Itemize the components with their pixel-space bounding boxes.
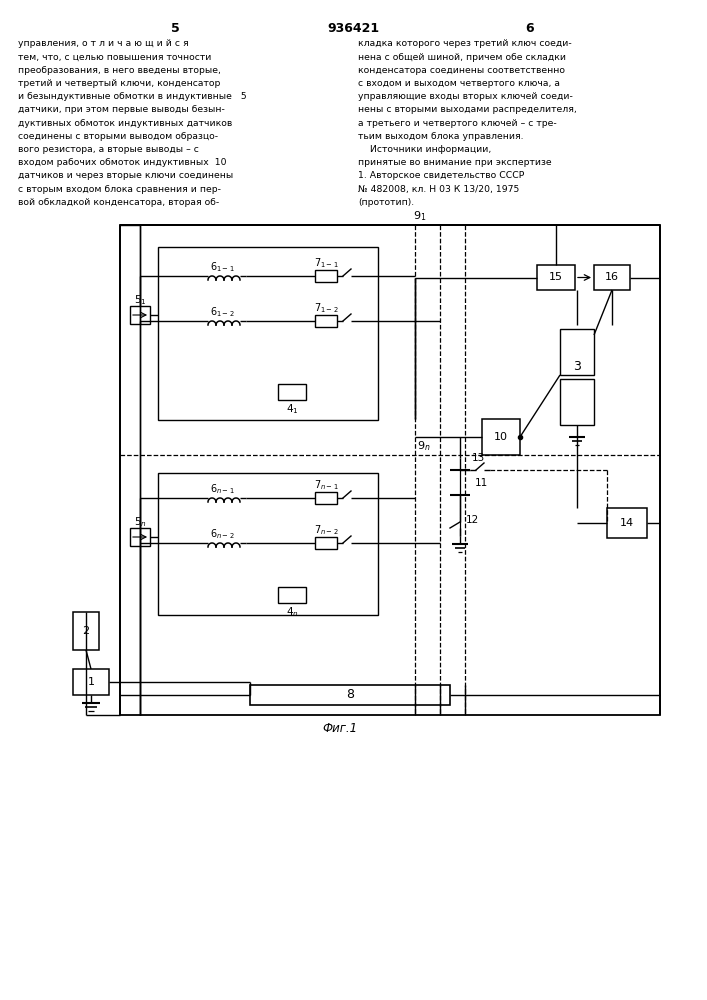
Text: принятые во внимание при экспертизе: принятые во внимание при экспертизе xyxy=(358,158,551,167)
Text: 11: 11 xyxy=(475,478,489,488)
Text: $6_{n-2}$: $6_{n-2}$ xyxy=(210,527,234,541)
Text: 2: 2 xyxy=(83,626,90,636)
Text: (прототип).: (прототип). xyxy=(358,198,414,207)
Text: 14: 14 xyxy=(620,518,634,528)
Bar xyxy=(73,669,109,695)
Text: преобразования, в него введены вторые,: преобразования, в него введены вторые, xyxy=(18,66,221,75)
Bar xyxy=(315,270,337,282)
Text: № 482008, кл. Н 03 К 13/20, 1975: № 482008, кл. Н 03 К 13/20, 1975 xyxy=(358,185,519,194)
Bar xyxy=(607,508,647,538)
Text: Источники информации,: Источники информации, xyxy=(358,145,491,154)
Text: нены с вторыми выходами распределителя,: нены с вторыми выходами распределителя, xyxy=(358,105,577,114)
Text: входом рабочих обмоток индуктивных  10: входом рабочих обмоток индуктивных 10 xyxy=(18,158,226,167)
Text: дуктивных обмоток индуктивных датчиков: дуктивных обмоток индуктивных датчиков xyxy=(18,119,233,128)
Bar xyxy=(315,315,337,327)
Text: $7_{1-1}$: $7_{1-1}$ xyxy=(314,256,339,270)
Text: 6: 6 xyxy=(526,21,534,34)
Bar xyxy=(158,473,378,615)
Text: Фиг.1: Фиг.1 xyxy=(322,722,358,734)
Bar xyxy=(130,306,150,324)
Bar xyxy=(560,379,594,425)
Bar xyxy=(158,247,378,420)
Text: с вторым входом блока сравнения и пер-: с вторым входом блока сравнения и пер- xyxy=(18,185,221,194)
Text: соединены с вторыми выводом образцо-: соединены с вторыми выводом образцо- xyxy=(18,132,218,141)
Text: вой обкладкой конденсатора, вторая об-: вой обкладкой конденсатора, вторая об- xyxy=(18,198,219,207)
Text: 16: 16 xyxy=(605,272,619,282)
Bar xyxy=(315,492,337,504)
Text: $4_n$: $4_n$ xyxy=(286,605,298,619)
Text: управления, о т л и ч а ю щ и й с я: управления, о т л и ч а ю щ и й с я xyxy=(18,39,189,48)
Text: управляющие входы вторых ключей соеди-: управляющие входы вторых ключей соеди- xyxy=(358,92,573,101)
Text: $5_n$: $5_n$ xyxy=(134,515,146,529)
Bar xyxy=(315,537,337,549)
Text: датчиков и через вторые ключи соединены: датчиков и через вторые ключи соединены xyxy=(18,172,233,180)
Text: 1. Авторское свидетельство СССР: 1. Авторское свидетельство СССР xyxy=(358,172,525,180)
Bar xyxy=(73,612,99,650)
Bar xyxy=(120,225,660,715)
Text: третий и четвертый ключи, конденсатор: третий и четвертый ключи, конденсатор xyxy=(18,79,221,88)
Bar xyxy=(278,384,306,400)
Text: датчики, при этом первые выводы безын-: датчики, при этом первые выводы безын- xyxy=(18,105,225,114)
Text: 8: 8 xyxy=(346,688,354,702)
Text: с входом и выходом четвертого ключа, а: с входом и выходом четвертого ключа, а xyxy=(358,79,560,88)
Text: 10: 10 xyxy=(494,432,508,442)
Text: $6_{1-1}$: $6_{1-1}$ xyxy=(210,260,234,274)
Text: $9_n$: $9_n$ xyxy=(417,439,431,453)
Text: $6_{n-1}$: $6_{n-1}$ xyxy=(210,482,234,496)
Bar xyxy=(560,329,594,375)
Text: $9_1$: $9_1$ xyxy=(413,209,426,223)
Text: вого резистора, а вторые выводы – с: вого резистора, а вторые выводы – с xyxy=(18,145,199,154)
Text: и безындуктивные обмотки в индуктивные   5: и безындуктивные обмотки в индуктивные 5 xyxy=(18,92,247,101)
Text: тьим выходом блока управления.: тьим выходом блока управления. xyxy=(358,132,523,141)
Text: нена с общей шиной, причем обе складки: нена с общей шиной, причем обе складки xyxy=(358,53,566,62)
Text: конденсатора соединены соответственно: конденсатора соединены соответственно xyxy=(358,66,565,75)
Bar xyxy=(278,587,306,603)
Text: 1: 1 xyxy=(88,677,95,687)
Text: $6_{1-2}$: $6_{1-2}$ xyxy=(210,305,234,319)
Bar xyxy=(250,685,450,705)
Text: $7_{1-2}$: $7_{1-2}$ xyxy=(314,301,338,315)
Text: 936421: 936421 xyxy=(327,21,379,34)
Text: 3: 3 xyxy=(573,360,581,373)
Text: а третьего и четвертого ключей – с тре-: а третьего и четвертого ключей – с тре- xyxy=(358,119,556,128)
Text: 15: 15 xyxy=(549,272,563,282)
Bar xyxy=(482,419,520,455)
Text: тем, что, с целью повышения точности: тем, что, с целью повышения точности xyxy=(18,53,211,62)
Text: $5_1$: $5_1$ xyxy=(134,293,146,307)
Text: $4_1$: $4_1$ xyxy=(286,402,298,416)
Text: 5: 5 xyxy=(170,21,180,34)
Text: $7_{n-2}$: $7_{n-2}$ xyxy=(314,523,338,537)
Text: $7_{n-1}$: $7_{n-1}$ xyxy=(314,478,339,492)
Bar xyxy=(594,265,630,290)
Text: 12: 12 xyxy=(466,515,479,525)
Text: 13: 13 xyxy=(472,453,485,463)
Bar xyxy=(130,528,150,546)
Bar xyxy=(537,265,575,290)
Text: кладка которого через третий ключ соеди-: кладка которого через третий ключ соеди- xyxy=(358,39,572,48)
